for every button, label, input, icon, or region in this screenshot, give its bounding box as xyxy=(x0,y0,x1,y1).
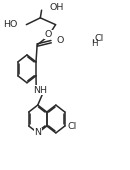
Text: Cl: Cl xyxy=(68,122,77,131)
Text: O: O xyxy=(56,36,64,45)
Text: HO: HO xyxy=(3,20,17,29)
Text: OH: OH xyxy=(50,4,64,12)
Text: N: N xyxy=(34,129,41,137)
Text: H: H xyxy=(91,39,98,48)
Text: O: O xyxy=(45,30,52,39)
Text: NH: NH xyxy=(33,86,47,95)
Text: Cl: Cl xyxy=(94,34,104,43)
